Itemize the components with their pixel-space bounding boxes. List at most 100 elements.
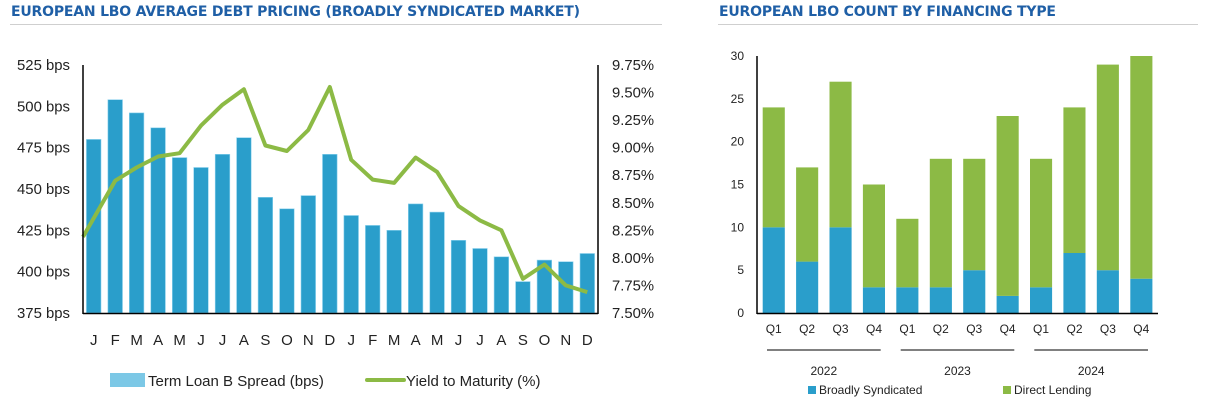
direct-lending-bar [796,167,819,262]
spread-bar [429,211,445,314]
legend-swatch-broadly-syndicated [808,386,816,394]
x-tick-label: Q4 [1000,322,1016,336]
right-chart-legend: Broadly Syndicated Direct Lending [808,383,1091,397]
x-tick-label: M [431,332,444,349]
year-group-label: 2023 [944,364,971,378]
y-tick-label: 0 [737,306,744,320]
spread-bar [579,253,595,314]
year-group-label: 2022 [810,364,837,378]
left-chart-title: EUROPEAN LBO AVERAGE DEBT PRICING (BROAD… [11,4,580,20]
right-y-tick-label: 8.75% [612,167,654,184]
spread-bar [214,154,231,314]
broadly-syndicated-bar [1096,270,1119,313]
right-y-tick-label: 9.00% [612,140,654,157]
direct-lending-bar [896,218,919,288]
year-group-labels: 2022 2023 2024 [767,349,1148,378]
x-tick-label: N [303,332,314,349]
broadly-syndicated-bar [1063,253,1086,313]
right-y-tick-label: 7.50% [612,305,654,322]
spread-bar [343,215,359,314]
x-tick-label: Q1 [899,322,915,336]
x-tick-label: M [130,332,143,349]
y-tick-label: 15 [731,178,745,192]
legend-label-spread: Term Loan B Spread (bps) [148,373,324,390]
direct-lending-bar [929,158,952,288]
spread-bar [407,203,424,314]
x-tick-label: A [239,332,249,349]
left-y-tick-label: 475 bps [17,140,70,157]
broadly-syndicated-bar [896,287,919,313]
right-y-tick-label: 9.50% [612,85,654,102]
left-chart-legend: Term Loan B Spread (bps) Yield to Maturi… [110,373,540,390]
left-y-tick-label: 375 bps [17,305,70,322]
direct-lending-bar [1096,64,1119,271]
legend-label-direct-lending: Direct Lending [1014,383,1091,397]
spread-bar [279,208,295,314]
stacked-bars [762,56,1153,313]
right-y-tick-label: 8.25% [612,222,654,239]
x-tick-label: S [518,332,528,349]
x-tick-label: M [388,332,401,349]
left-y-tick-label: 525 bps [17,57,70,74]
left-title-divider [10,24,662,25]
x-tick-label: S [260,332,270,349]
x-tick-label: A [496,332,506,349]
legend-label-broadly-syndicated: Broadly Syndicated [819,383,922,397]
legend-label-yield: Yield to Maturity (%) [406,373,540,390]
x-tick-label: O [281,332,293,349]
spread-bars [86,99,595,314]
direct-lending-bar [829,81,852,228]
x-tick-labels: Q1 Q2 Q3 Q4 Q1 Q2 Q3 Q4 Q1 Q2 Q3 Q4 [766,322,1150,336]
x-tick-label: J [219,332,227,349]
x-tick-label: F [111,332,120,349]
x-tick-label: J [90,332,98,349]
right-y-tick-label: 8.00% [612,250,654,267]
right-y-tick-labels: 9.75% 9.50% 9.25% 9.00% 8.75% 8.50% 8.25% 8.00%… [612,57,654,322]
x-tick-label: Q2 [1066,322,1082,336]
right-y-tick-label: 8.50% [612,195,654,212]
year-group-label: 2024 [1078,364,1105,378]
x-tick-label: J [455,332,463,349]
broadly-syndicated-bar [762,227,785,313]
direct-lending-bar [1030,158,1053,288]
left-y-tick-label: 500 bps [17,98,70,115]
spread-bar [493,256,510,314]
broadly-syndicated-bar [862,287,885,313]
direct-lending-bar [762,107,785,228]
x-tick-label: Q3 [1100,322,1116,336]
legend-swatch-spread [110,373,145,387]
spread-bar [322,154,338,314]
broadly-syndicated-bar [829,227,852,313]
spread-bar [129,112,145,314]
spread-bar [172,157,188,314]
x-tick-label: J [476,332,484,349]
direct-lending-bar [996,116,1019,296]
x-tick-label: Q1 [766,322,782,336]
direct-lending-bar [1063,107,1086,254]
spread-bar [107,99,123,314]
spread-bar [257,197,274,314]
broadly-syndicated-bar [796,261,819,313]
broadly-syndicated-bar [929,287,952,313]
direct-lending-bar [963,158,986,271]
x-tick-label: A [411,332,421,349]
y-tick-label: 20 [731,135,745,149]
right-title-divider [718,24,1198,25]
spread-bar [515,281,531,314]
spread-bar [365,225,381,314]
direct-lending-bar [1130,56,1153,279]
x-tick-label: Q2 [799,322,815,336]
x-tick-label: M [173,332,186,349]
y-tick-label: 5 [737,263,744,277]
broadly-syndicated-bar [1030,287,1053,313]
broadly-syndicated-bar [996,295,1019,313]
x-tick-label: A [153,332,163,349]
right-y-tick-label: 7.75% [612,277,654,294]
broadly-syndicated-bar [963,270,986,313]
x-tick-label: F [368,332,377,349]
x-tick-label: Q1 [1033,322,1049,336]
spread-bar [386,230,402,314]
x-tick-label: J [197,332,205,349]
right-y-tick-label: 9.25% [612,112,654,129]
